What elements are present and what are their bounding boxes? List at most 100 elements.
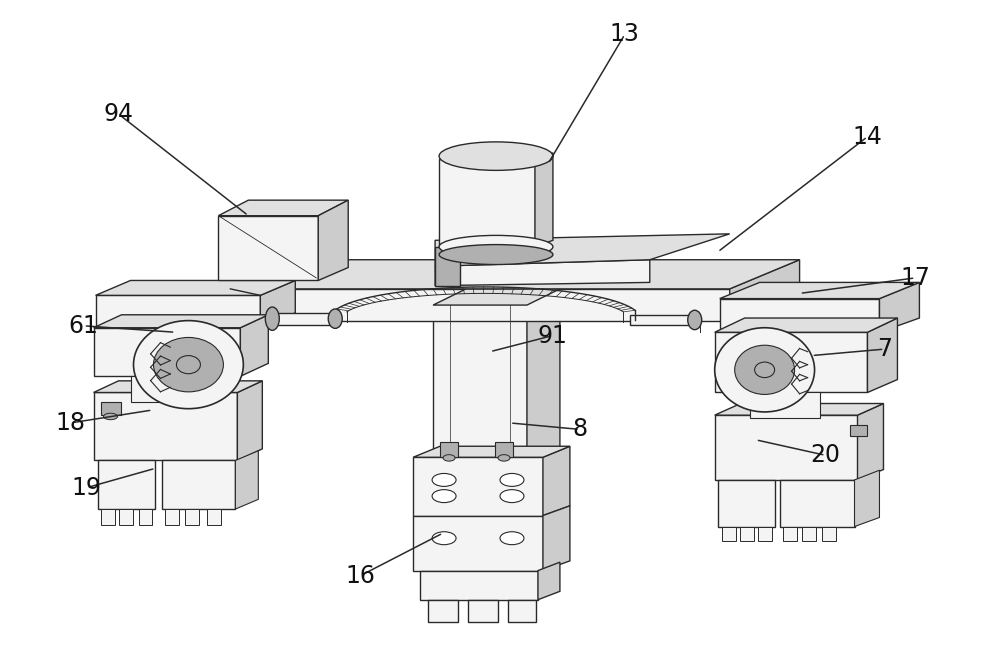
Ellipse shape — [153, 337, 223, 392]
Polygon shape — [131, 376, 200, 402]
Ellipse shape — [439, 142, 553, 171]
Text: 18: 18 — [56, 411, 86, 435]
Polygon shape — [715, 332, 867, 393]
Polygon shape — [439, 160, 535, 247]
Polygon shape — [508, 600, 536, 622]
Ellipse shape — [265, 307, 279, 330]
Polygon shape — [119, 509, 133, 525]
Polygon shape — [468, 600, 498, 622]
Polygon shape — [165, 509, 179, 525]
Ellipse shape — [432, 532, 456, 545]
Polygon shape — [850, 425, 867, 436]
Polygon shape — [630, 315, 695, 324]
Polygon shape — [495, 443, 513, 458]
Ellipse shape — [134, 321, 243, 409]
Polygon shape — [543, 447, 570, 515]
Text: 8: 8 — [572, 417, 587, 441]
Polygon shape — [162, 461, 235, 509]
Ellipse shape — [688, 310, 702, 330]
Polygon shape — [783, 526, 797, 541]
Polygon shape — [433, 305, 527, 541]
Polygon shape — [94, 381, 262, 393]
Polygon shape — [538, 562, 560, 600]
Polygon shape — [758, 526, 772, 541]
Polygon shape — [435, 260, 650, 286]
Polygon shape — [270, 313, 335, 324]
Text: 17: 17 — [900, 266, 930, 290]
Polygon shape — [413, 515, 543, 570]
Polygon shape — [879, 282, 919, 332]
Polygon shape — [802, 526, 816, 541]
Polygon shape — [750, 393, 820, 419]
Polygon shape — [718, 480, 775, 526]
Polygon shape — [207, 509, 221, 525]
Polygon shape — [218, 215, 318, 280]
Polygon shape — [527, 289, 560, 541]
Polygon shape — [750, 332, 820, 350]
Polygon shape — [96, 295, 260, 328]
Polygon shape — [730, 260, 800, 321]
Polygon shape — [433, 289, 560, 305]
Text: 61: 61 — [69, 314, 99, 337]
Polygon shape — [101, 509, 115, 525]
Polygon shape — [230, 260, 800, 289]
Polygon shape — [98, 461, 155, 509]
Ellipse shape — [735, 345, 795, 395]
Polygon shape — [237, 381, 262, 461]
Polygon shape — [855, 471, 879, 526]
Polygon shape — [867, 318, 897, 393]
Polygon shape — [101, 402, 121, 415]
Polygon shape — [740, 526, 754, 541]
Polygon shape — [218, 200, 348, 215]
Ellipse shape — [439, 245, 553, 265]
Ellipse shape — [500, 489, 524, 502]
Polygon shape — [260, 280, 295, 328]
Polygon shape — [822, 526, 836, 541]
Polygon shape — [435, 247, 460, 286]
Ellipse shape — [755, 362, 775, 378]
Ellipse shape — [715, 328, 815, 412]
Polygon shape — [440, 443, 458, 458]
Polygon shape — [720, 299, 879, 332]
Ellipse shape — [500, 532, 524, 545]
Polygon shape — [715, 318, 897, 332]
Text: 91: 91 — [538, 323, 568, 347]
Ellipse shape — [500, 474, 524, 486]
Ellipse shape — [432, 489, 456, 502]
Polygon shape — [94, 315, 268, 328]
Text: 94: 94 — [104, 102, 134, 126]
Ellipse shape — [176, 356, 200, 374]
Ellipse shape — [328, 309, 342, 328]
Ellipse shape — [439, 236, 553, 258]
Polygon shape — [858, 404, 883, 480]
Polygon shape — [318, 200, 348, 280]
Polygon shape — [94, 328, 240, 376]
Polygon shape — [185, 509, 199, 525]
Text: 14: 14 — [853, 125, 882, 149]
Polygon shape — [435, 234, 730, 266]
Polygon shape — [240, 315, 268, 376]
Polygon shape — [535, 153, 553, 247]
Polygon shape — [780, 480, 855, 526]
Polygon shape — [413, 447, 570, 458]
Polygon shape — [715, 404, 883, 415]
Ellipse shape — [498, 455, 510, 461]
Polygon shape — [230, 289, 730, 321]
Polygon shape — [235, 451, 258, 509]
Polygon shape — [722, 526, 736, 541]
Polygon shape — [720, 282, 919, 299]
Polygon shape — [139, 509, 152, 525]
Polygon shape — [96, 280, 295, 295]
Ellipse shape — [104, 413, 118, 420]
Ellipse shape — [443, 455, 455, 461]
Text: 13: 13 — [610, 22, 640, 46]
Polygon shape — [94, 393, 237, 461]
Text: 20: 20 — [811, 443, 841, 467]
Text: 7: 7 — [877, 337, 892, 361]
Polygon shape — [413, 458, 543, 515]
Ellipse shape — [432, 474, 456, 486]
Polygon shape — [420, 570, 538, 600]
Polygon shape — [715, 415, 858, 480]
Polygon shape — [428, 600, 458, 622]
Polygon shape — [543, 506, 570, 570]
